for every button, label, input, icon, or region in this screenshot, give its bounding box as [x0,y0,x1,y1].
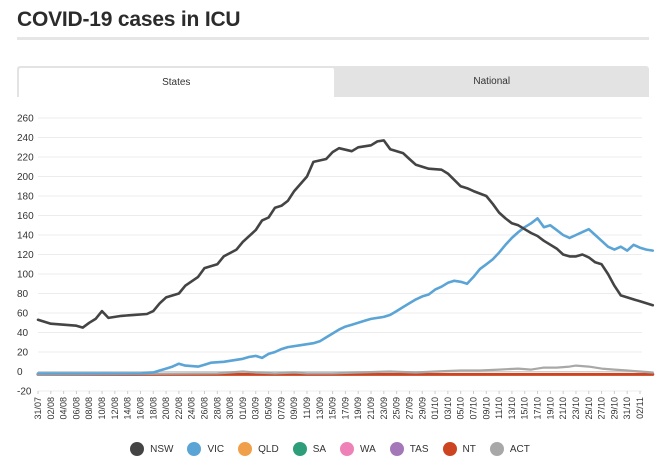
x-tick-label: 28/08 [212,397,222,420]
y-tick-label: 260 [17,114,34,125]
legend-swatch [442,442,457,456]
x-tick-label: 09/10 [481,397,491,420]
x-tick-label: 16/08 [135,397,145,420]
x-tick-label: 22/08 [174,397,184,420]
legend-item-nt[interactable]: NT [442,442,476,456]
x-tick-label: 27/09 [404,397,414,420]
x-tick-label: 04/08 [59,397,69,420]
tab-states[interactable]: States [19,68,334,97]
x-tick-label: 05/10 [456,397,466,420]
legend-swatch [187,442,202,456]
x-tick-label: 18/08 [148,397,158,420]
y-tick-label: 20 [17,348,29,359]
x-tick-label: 11/09 [302,397,312,419]
x-tick-label: 25/09 [392,397,402,420]
legend-swatch [130,442,145,456]
y-tick-label: 220 [17,153,34,164]
x-tick-label: 21/09 [366,397,376,420]
x-tick-label: 15/09 [328,397,338,420]
x-tick-label: 06/08 [71,397,81,420]
x-tick-label: 02/08 [46,397,56,420]
x-tick-label: 07/10 [468,397,478,420]
y-tick-label: -20 [17,387,32,398]
legend-label: TAS [409,443,429,455]
legend-label: QLD [258,443,279,455]
x-tick-label: 13/09 [315,397,325,420]
x-tick-label: 15/10 [520,397,530,420]
legend-label: ACT [509,443,530,455]
x-tick-label: 17/09 [340,397,350,420]
y-tick-label: 80 [17,289,29,300]
legend-label: WA [360,443,376,455]
x-tick-label: 17/10 [533,397,543,420]
x-tick-label: 30/08 [225,397,235,420]
x-tick-label: 01/10 [430,397,440,420]
x-tick-label: 02/11 [635,397,645,419]
x-tick-label: 13/10 [507,397,517,420]
x-tick-label: 21/10 [558,397,568,420]
tab-national[interactable]: National [473,76,511,87]
y-tick-label: 120 [17,250,34,261]
series-line-vic [36,217,655,375]
legend-label: NT [462,443,476,455]
y-tick-label: 240 [17,133,34,144]
x-tick-label: 31/07 [33,397,43,420]
x-tick-label: 03/09 [251,397,261,420]
y-tick-label: 100 [17,270,34,281]
x-tick-label: 19/09 [353,397,363,420]
x-tick-label: 07/09 [276,397,286,420]
x-tick-label: 11/10 [494,397,504,419]
x-tick-label: 23/10 [571,397,581,420]
x-tick-label: 29/10 [609,397,619,420]
legend-item-tas[interactable]: TAS [389,442,429,456]
legend-item-sa[interactable]: SA [292,442,327,456]
x-tick-label: 09/09 [289,397,299,420]
legend-swatch [389,442,404,456]
legend-label: SA [312,443,327,455]
y-tick-label: 140 [17,231,34,242]
icu-line-chart: -20 0 20 40 60 80 100 120 140 160 180 200 220 240 260 3… [17,114,655,420]
y-tick-label: 200 [17,172,34,183]
view-tabs: States National [17,66,649,97]
x-tick-label: 29/09 [417,397,427,420]
x-tick-label: 24/08 [187,397,197,420]
y-tick-label: 180 [17,192,34,203]
legend-item-nsw[interactable]: NSW [130,442,173,456]
x-tick-label: 26/08 [200,397,210,420]
legend-label: NSW [150,443,174,455]
legend-label: VIC [207,443,225,455]
x-tick-label: 05/09 [264,397,274,420]
legend-item-act[interactable]: ACT [489,442,530,456]
series-line-nsw [36,139,655,329]
legend-swatch [238,442,253,456]
x-tick-label: 23/09 [379,397,389,420]
x-tick-label: 03/10 [443,397,453,420]
y-tick-label: 40 [17,328,29,339]
y-tick-label: 160 [17,211,34,222]
x-tick-label: 14/08 [123,397,133,420]
legend-swatch [292,442,307,456]
series-line-act [36,364,654,376]
x-tick-label: 10/08 [97,397,107,420]
x-tick-label: 19/10 [545,397,555,420]
legend-item-qld[interactable]: QLD [238,442,279,456]
title-divider [17,37,649,40]
x-tick-label: 20/08 [161,397,171,420]
legend-item-vic[interactable]: VIC [187,442,224,456]
chart-legend: NSW VIC QLD SA WA TAS NT ACT [0,442,660,456]
legend-item-wa[interactable]: WA [340,442,376,456]
x-tick-label: 08/08 [84,397,94,420]
y-tick-label: 60 [17,309,29,320]
x-tick-label: 25/10 [584,397,594,420]
y-tick-label: 0 [17,367,23,378]
page-title: COVID-19 cases in ICU [17,8,241,31]
legend-swatch [340,442,355,456]
x-tick-label: 31/10 [622,397,632,420]
x-tick-label: 27/10 [597,397,607,420]
legend-swatch [489,442,504,456]
x-tick-label: 01/09 [238,397,248,420]
x-tick-label: 12/08 [110,397,120,420]
